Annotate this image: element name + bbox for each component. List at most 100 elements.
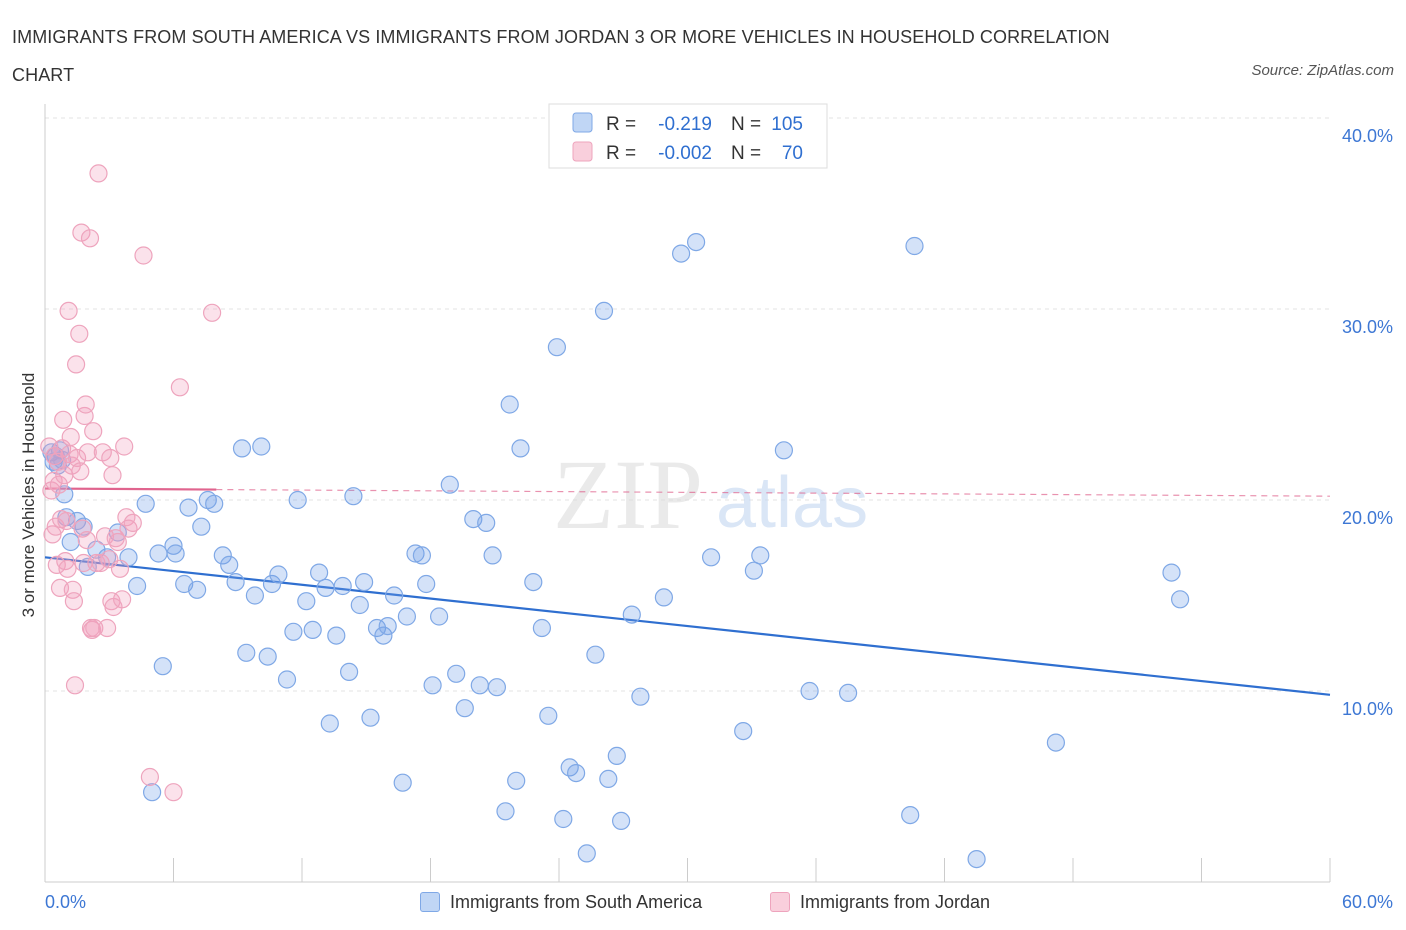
south-america-point-83 bbox=[566, 763, 586, 783]
south-america-point-87 bbox=[607, 746, 626, 766]
jordan-point-58 bbox=[123, 513, 142, 533]
legend-r-value-2: -0.002 bbox=[658, 143, 712, 164]
legend-item-south-america[interactable]: Immigrants from South America bbox=[420, 890, 702, 914]
south-america-point-43 bbox=[303, 620, 322, 640]
south-america-trend-line bbox=[44, 556, 1331, 696]
south-america-point-34 bbox=[245, 586, 264, 605]
south-america-point-60 bbox=[406, 544, 425, 563]
south-america-point-63 bbox=[423, 676, 442, 695]
south-america-point-79 bbox=[539, 706, 558, 725]
legend-n-value-2: 70 bbox=[782, 143, 803, 164]
south-america-point-84 bbox=[577, 844, 596, 863]
grid-lines bbox=[45, 117, 1330, 692]
south-america-point-70 bbox=[477, 513, 496, 533]
south-america-point-53 bbox=[361, 708, 380, 727]
south-america-point-100 bbox=[838, 683, 858, 703]
jordan-point-55 bbox=[115, 437, 134, 456]
y-tick-label-0: 10.0% bbox=[1342, 699, 1393, 719]
jordan-point-42 bbox=[91, 553, 110, 573]
south-america-point-102 bbox=[901, 805, 920, 825]
south-america-point-94 bbox=[701, 548, 721, 567]
jordan-point-41 bbox=[89, 164, 108, 183]
south-america-point-101 bbox=[905, 236, 924, 256]
jordan-point-15 bbox=[57, 511, 76, 531]
south-america-point-46 bbox=[320, 714, 339, 733]
south-america-point-50 bbox=[344, 487, 363, 506]
chart-title: IMMIGRANTS FROM SOUTH AMERICA VS IMMIGRA… bbox=[12, 27, 1110, 85]
south-america-point-28 bbox=[205, 494, 224, 513]
jordan-point-34 bbox=[78, 443, 97, 462]
south-america-point-30 bbox=[220, 555, 239, 575]
jordan-point-52 bbox=[108, 532, 127, 552]
legend-swatch-jordan-bottom bbox=[770, 892, 790, 912]
jordan-point-45 bbox=[97, 618, 117, 638]
south-america-point-29 bbox=[213, 546, 232, 565]
legend-label-south-america: Immigrants from South America bbox=[450, 891, 703, 912]
axes bbox=[44, 104, 1331, 883]
south-america-point-38 bbox=[269, 565, 288, 584]
jordan-point-8 bbox=[49, 475, 69, 494]
south-america-point-72 bbox=[487, 678, 506, 697]
jordan-point-63 bbox=[203, 303, 222, 322]
south-america-point-74 bbox=[500, 395, 519, 414]
south-america-point-95 bbox=[734, 721, 753, 741]
jordan-point-16 bbox=[58, 559, 77, 578]
south-america-point-81 bbox=[554, 809, 573, 829]
jordan-point-12 bbox=[54, 410, 73, 429]
legend-label-jordan: Immigrants from Jordan bbox=[800, 891, 991, 912]
south-america-point-8 bbox=[61, 532, 80, 552]
south-america-point-44 bbox=[310, 563, 329, 582]
south-america-point-66 bbox=[447, 664, 466, 683]
watermark-zip: ZIP bbox=[553, 439, 703, 550]
south-america-point-106 bbox=[1170, 590, 1190, 609]
legend-r-label-1: R = bbox=[606, 114, 636, 135]
jordan-point-29 bbox=[73, 519, 92, 538]
south-america-point-78 bbox=[532, 618, 552, 638]
x-tick-label-1: 60.0% bbox=[1342, 892, 1393, 912]
jordan-point-26 bbox=[70, 324, 89, 343]
south-america-point-36 bbox=[258, 647, 277, 666]
watermark-atlas: atlas bbox=[716, 463, 868, 543]
south-america-point-24 bbox=[179, 498, 198, 517]
jordan-point-25 bbox=[67, 448, 87, 468]
south-america-point-48 bbox=[333, 576, 352, 596]
south-america-point-97 bbox=[751, 546, 770, 565]
jordan-point-54 bbox=[112, 590, 132, 609]
jordan-point-47 bbox=[101, 448, 120, 468]
south-america-point-32 bbox=[232, 439, 252, 458]
south-america-point-39 bbox=[277, 670, 297, 689]
south-america-point-76 bbox=[511, 439, 530, 458]
south-america-point-69 bbox=[470, 676, 489, 695]
y-axis-label: 3 or more Vehicles in Household bbox=[19, 373, 38, 618]
south-america-point-20 bbox=[143, 783, 162, 802]
south-america-point-18 bbox=[149, 544, 168, 563]
south-america-point-88 bbox=[611, 811, 631, 831]
south-america-point-93 bbox=[686, 233, 706, 252]
jordan-point-27 bbox=[71, 462, 90, 481]
south-america-point-73 bbox=[496, 802, 515, 821]
south-america-point-59 bbox=[397, 607, 416, 626]
legend-item-jordan[interactable]: Immigrants from Jordan bbox=[770, 890, 990, 914]
chart-source: Source: ZipAtlas.com bbox=[1251, 62, 1394, 79]
south-america-point-86 bbox=[599, 769, 618, 789]
jordan-trend-line bbox=[44, 487, 217, 491]
y-tick-label-2: 30.0% bbox=[1342, 317, 1393, 337]
south-america-point-31 bbox=[226, 572, 245, 592]
trend-lines bbox=[44, 487, 1331, 696]
y-tick-labels: 10.0% 20.0% 30.0% 40.0% bbox=[1342, 126, 1393, 719]
jordan-point-19 bbox=[61, 427, 80, 447]
legend-n-label-1: N = bbox=[731, 114, 761, 135]
x-tick-labels: 0.0% 60.0% bbox=[45, 892, 1393, 912]
south-america-point-107 bbox=[594, 301, 614, 320]
south-america-point-26 bbox=[192, 517, 211, 536]
legend-swatch-jordan bbox=[572, 141, 593, 162]
south-america-point-16 bbox=[128, 576, 147, 596]
y-tick-label-1: 20.0% bbox=[1342, 508, 1393, 528]
south-america-point-33 bbox=[237, 643, 256, 662]
south-america-point-61 bbox=[412, 546, 431, 565]
jordan-point-49 bbox=[103, 466, 122, 485]
south-america-point-89 bbox=[622, 605, 641, 624]
south-america-point-56 bbox=[378, 616, 397, 636]
jordan-point-24 bbox=[66, 355, 86, 374]
